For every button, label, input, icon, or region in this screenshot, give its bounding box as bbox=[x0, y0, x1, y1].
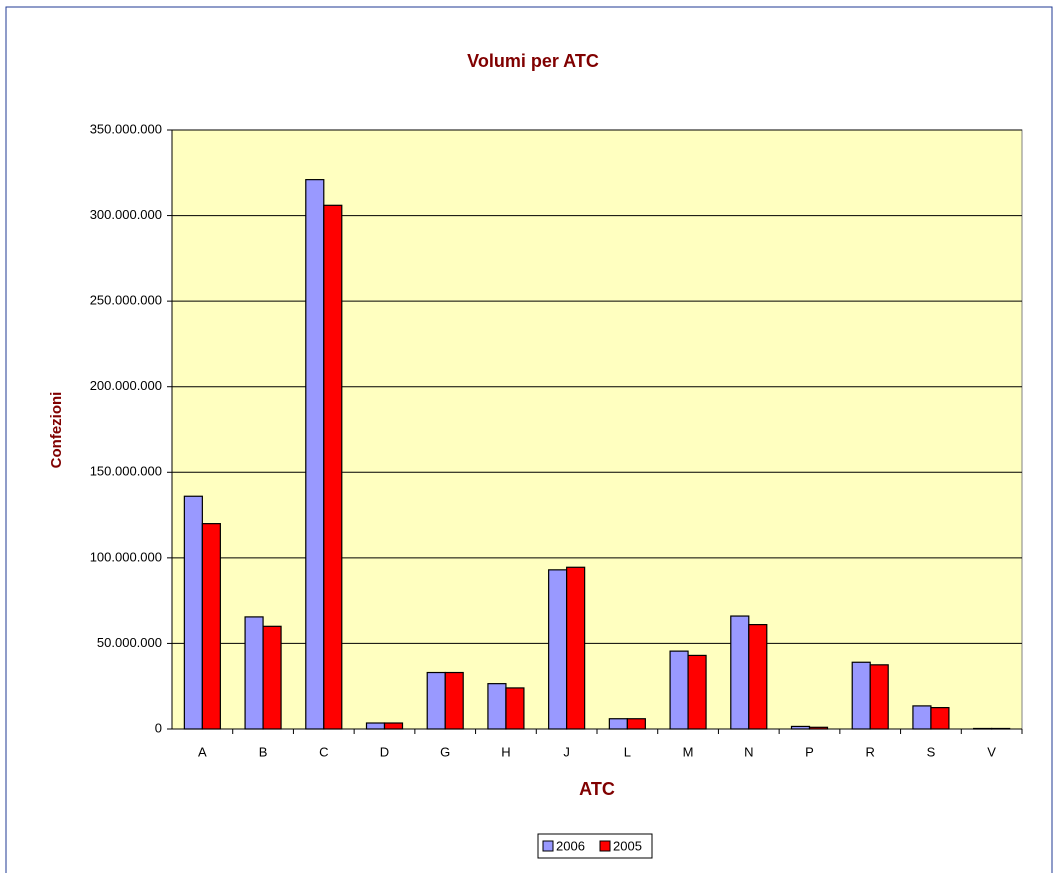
bar bbox=[912, 705, 932, 730]
bar bbox=[548, 569, 568, 730]
x-axis-label: ATC bbox=[579, 779, 615, 799]
bar bbox=[748, 624, 768, 730]
bar bbox=[687, 654, 707, 730]
bar bbox=[808, 726, 829, 730]
legend-swatch bbox=[542, 840, 554, 852]
bar bbox=[183, 495, 203, 730]
bar bbox=[365, 722, 386, 730]
legend-label: 2006 bbox=[556, 838, 585, 853]
bar bbox=[487, 683, 507, 730]
x-tick-label: H bbox=[501, 744, 510, 759]
plot-area bbox=[171, 129, 1023, 730]
x-tick-label: C bbox=[319, 744, 328, 759]
bar bbox=[444, 671, 464, 730]
bar bbox=[730, 615, 750, 730]
bar bbox=[383, 722, 404, 730]
x-tick-label: S bbox=[927, 744, 936, 759]
bar bbox=[851, 661, 871, 730]
y-tick-label: 250.000.000 bbox=[90, 293, 162, 308]
y-tick-label: 300.000.000 bbox=[90, 207, 162, 222]
y-tick-label: 0 bbox=[155, 720, 162, 735]
bar bbox=[244, 616, 264, 730]
bar bbox=[505, 687, 525, 730]
bar bbox=[426, 671, 446, 730]
x-tick-label: B bbox=[259, 744, 268, 759]
bar bbox=[323, 204, 343, 730]
bar bbox=[973, 727, 993, 730]
x-tick-label: J bbox=[563, 744, 570, 759]
legend-box bbox=[537, 833, 653, 859]
x-tick-label: A bbox=[198, 744, 207, 759]
bar bbox=[201, 523, 221, 730]
bar bbox=[626, 718, 646, 730]
y-tick-label: 150.000.000 bbox=[90, 464, 162, 479]
y-tick-label: 200.000.000 bbox=[90, 378, 162, 393]
bar bbox=[790, 725, 811, 730]
chart-title: Volumi per ATC bbox=[467, 51, 599, 71]
x-tick-label: G bbox=[440, 744, 450, 759]
legend-swatch bbox=[599, 840, 611, 852]
y-tick-label: 100.000.000 bbox=[90, 549, 162, 564]
bar bbox=[608, 718, 628, 730]
bar bbox=[262, 625, 282, 730]
bar bbox=[991, 727, 1011, 730]
bar bbox=[869, 664, 889, 730]
x-tick-label: D bbox=[380, 744, 389, 759]
legend-label: 2005 bbox=[613, 838, 642, 853]
x-tick-label: P bbox=[805, 744, 814, 759]
bar bbox=[669, 650, 689, 730]
x-tick-label: N bbox=[744, 744, 753, 759]
x-tick-label: R bbox=[866, 744, 875, 759]
x-tick-label: M bbox=[683, 744, 694, 759]
bar bbox=[566, 566, 586, 730]
x-tick-label: L bbox=[624, 744, 631, 759]
y-axis-label: Confezioni bbox=[48, 392, 65, 469]
x-tick-label: V bbox=[987, 744, 996, 759]
bar bbox=[305, 179, 325, 730]
y-tick-label: 50.000.000 bbox=[97, 635, 162, 650]
bar bbox=[930, 707, 950, 730]
y-tick-label: 350.000.000 bbox=[90, 121, 162, 136]
